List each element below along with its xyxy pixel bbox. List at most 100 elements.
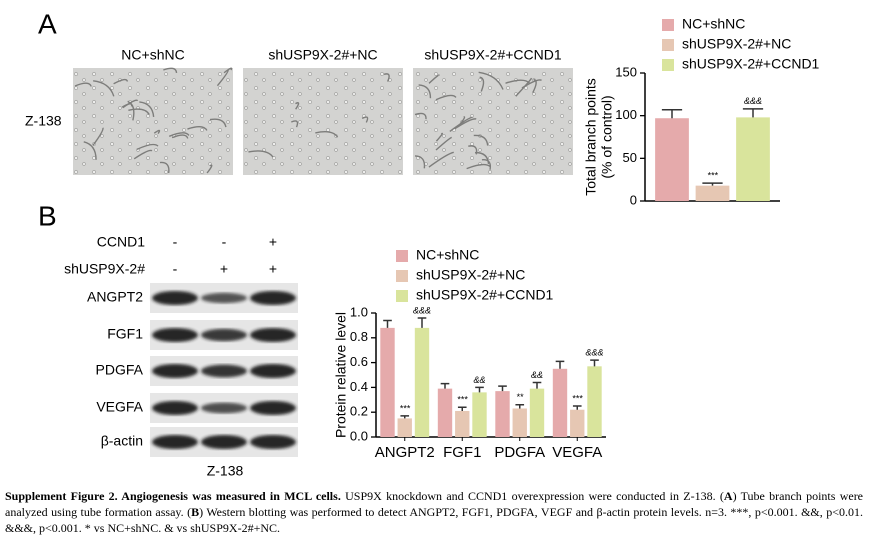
blot-label: PDGFA: [96, 362, 144, 378]
error-bar: [532, 381, 542, 389]
tube: [153, 129, 161, 135]
tube: [466, 163, 491, 170]
significance-label: ***: [572, 393, 583, 403]
y-tick-label: 50: [623, 150, 637, 165]
tube: [479, 76, 485, 92]
x-tick-label: ANGPT2: [375, 444, 435, 461]
condition-sign: -: [173, 234, 178, 250]
caption-text: Supplement Figure 2. Angiogenesis was me…: [5, 489, 341, 503]
error-bar: [555, 360, 565, 369]
bar: [552, 368, 568, 437]
legend-swatch: [662, 39, 674, 51]
bar: [570, 409, 585, 437]
error-bar: [400, 415, 410, 419]
bar: [397, 418, 412, 437]
error-bar: [515, 404, 525, 409]
tube: [159, 161, 170, 174]
tube: [216, 69, 229, 87]
tube: [127, 100, 135, 121]
error-bar: [457, 406, 467, 411]
error-bar: [702, 182, 723, 186]
y-tick-label: 0.6: [350, 354, 368, 369]
tube: [435, 136, 452, 151]
blot-label: VEGFA: [96, 399, 143, 415]
blot-band: [152, 401, 198, 415]
condition-sign: +: [220, 261, 228, 277]
significance-label: ***: [399, 403, 410, 413]
caption-text: USP9X knockdown and CCND1 overexpression…: [340, 489, 724, 503]
tube: [187, 126, 208, 131]
legend-swatch: [396, 290, 408, 302]
tube: [478, 71, 504, 90]
blot-label: β-actin: [101, 433, 143, 449]
y-tick-label: 0.0: [350, 428, 368, 443]
tube: [93, 80, 115, 97]
panel-label: A: [38, 8, 57, 39]
tube: [206, 164, 213, 174]
micrograph: [243, 68, 403, 175]
condition-sign: -: [222, 234, 227, 250]
legend-label: shUSP9X-2#+NC: [682, 36, 791, 52]
error-bar: [475, 386, 484, 393]
bar: [736, 117, 770, 201]
bar: [455, 410, 470, 437]
condition-sign: +: [269, 234, 277, 250]
tube: [468, 145, 478, 155]
blot-band: [201, 435, 247, 449]
bar: [529, 388, 545, 437]
tube: [414, 112, 427, 120]
legend-label: NC+shNC: [682, 16, 745, 32]
tube: [295, 102, 300, 110]
tube: [414, 155, 426, 169]
tube: [133, 149, 153, 160]
bar: [512, 408, 527, 437]
blot-band: [152, 364, 198, 378]
condition-sign: +: [269, 261, 277, 277]
blot-band: [250, 364, 296, 378]
error-bar: [590, 359, 599, 367]
condition-label: CCND1: [97, 234, 145, 250]
legend-label: shUSP9X-2#+NC: [416, 267, 525, 283]
bar: [472, 392, 487, 437]
tube: [128, 108, 150, 115]
tube: [315, 131, 339, 138]
y-tick-label: 0.4: [350, 379, 368, 394]
significance-label: &&: [473, 375, 485, 385]
significance-label: &&&: [585, 347, 603, 357]
condition-sign: -: [173, 261, 178, 277]
error-bar: [383, 319, 392, 328]
cell-line: Z-138: [207, 463, 244, 479]
bar: [414, 327, 430, 437]
legend-swatch: [662, 59, 674, 71]
y-axis-label: (% of control): [599, 95, 615, 178]
y-tick-label: 0.2: [350, 404, 368, 419]
legend-label: shUSP9X-2#+CCND1: [682, 56, 820, 72]
y-tick-label: 0: [630, 192, 637, 207]
tube: [435, 132, 444, 142]
bar: [495, 391, 510, 437]
blot-band: [152, 435, 198, 449]
bar: [695, 185, 730, 201]
tube: [113, 78, 129, 85]
tube: [163, 67, 178, 74]
tube: [435, 94, 457, 101]
blot-band: [152, 291, 198, 305]
blot-band: [250, 435, 296, 449]
blot-band: [201, 292, 247, 304]
legend-label: shUSP9X-2#+CCND1: [416, 287, 554, 303]
y-tick-label: 0.8: [350, 329, 368, 344]
bar: [587, 366, 602, 437]
legend-swatch: [662, 19, 674, 31]
tube: [449, 116, 473, 133]
tube: [383, 73, 390, 82]
x-tick-label: VEGFA: [552, 444, 602, 461]
tube: [291, 120, 299, 128]
tube: [361, 116, 369, 123]
blot-label: FGF1: [107, 326, 143, 342]
significance-label: &&&: [413, 305, 431, 315]
error-bar: [572, 405, 582, 410]
bar: [437, 388, 453, 437]
tube: [428, 74, 440, 84]
tube: [473, 134, 489, 146]
tube: [248, 150, 274, 158]
